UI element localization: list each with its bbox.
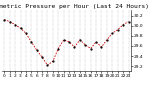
Title: Barometric Pressure per Hour (Last 24 Hours): Barometric Pressure per Hour (Last 24 Ho… [0, 4, 149, 9]
